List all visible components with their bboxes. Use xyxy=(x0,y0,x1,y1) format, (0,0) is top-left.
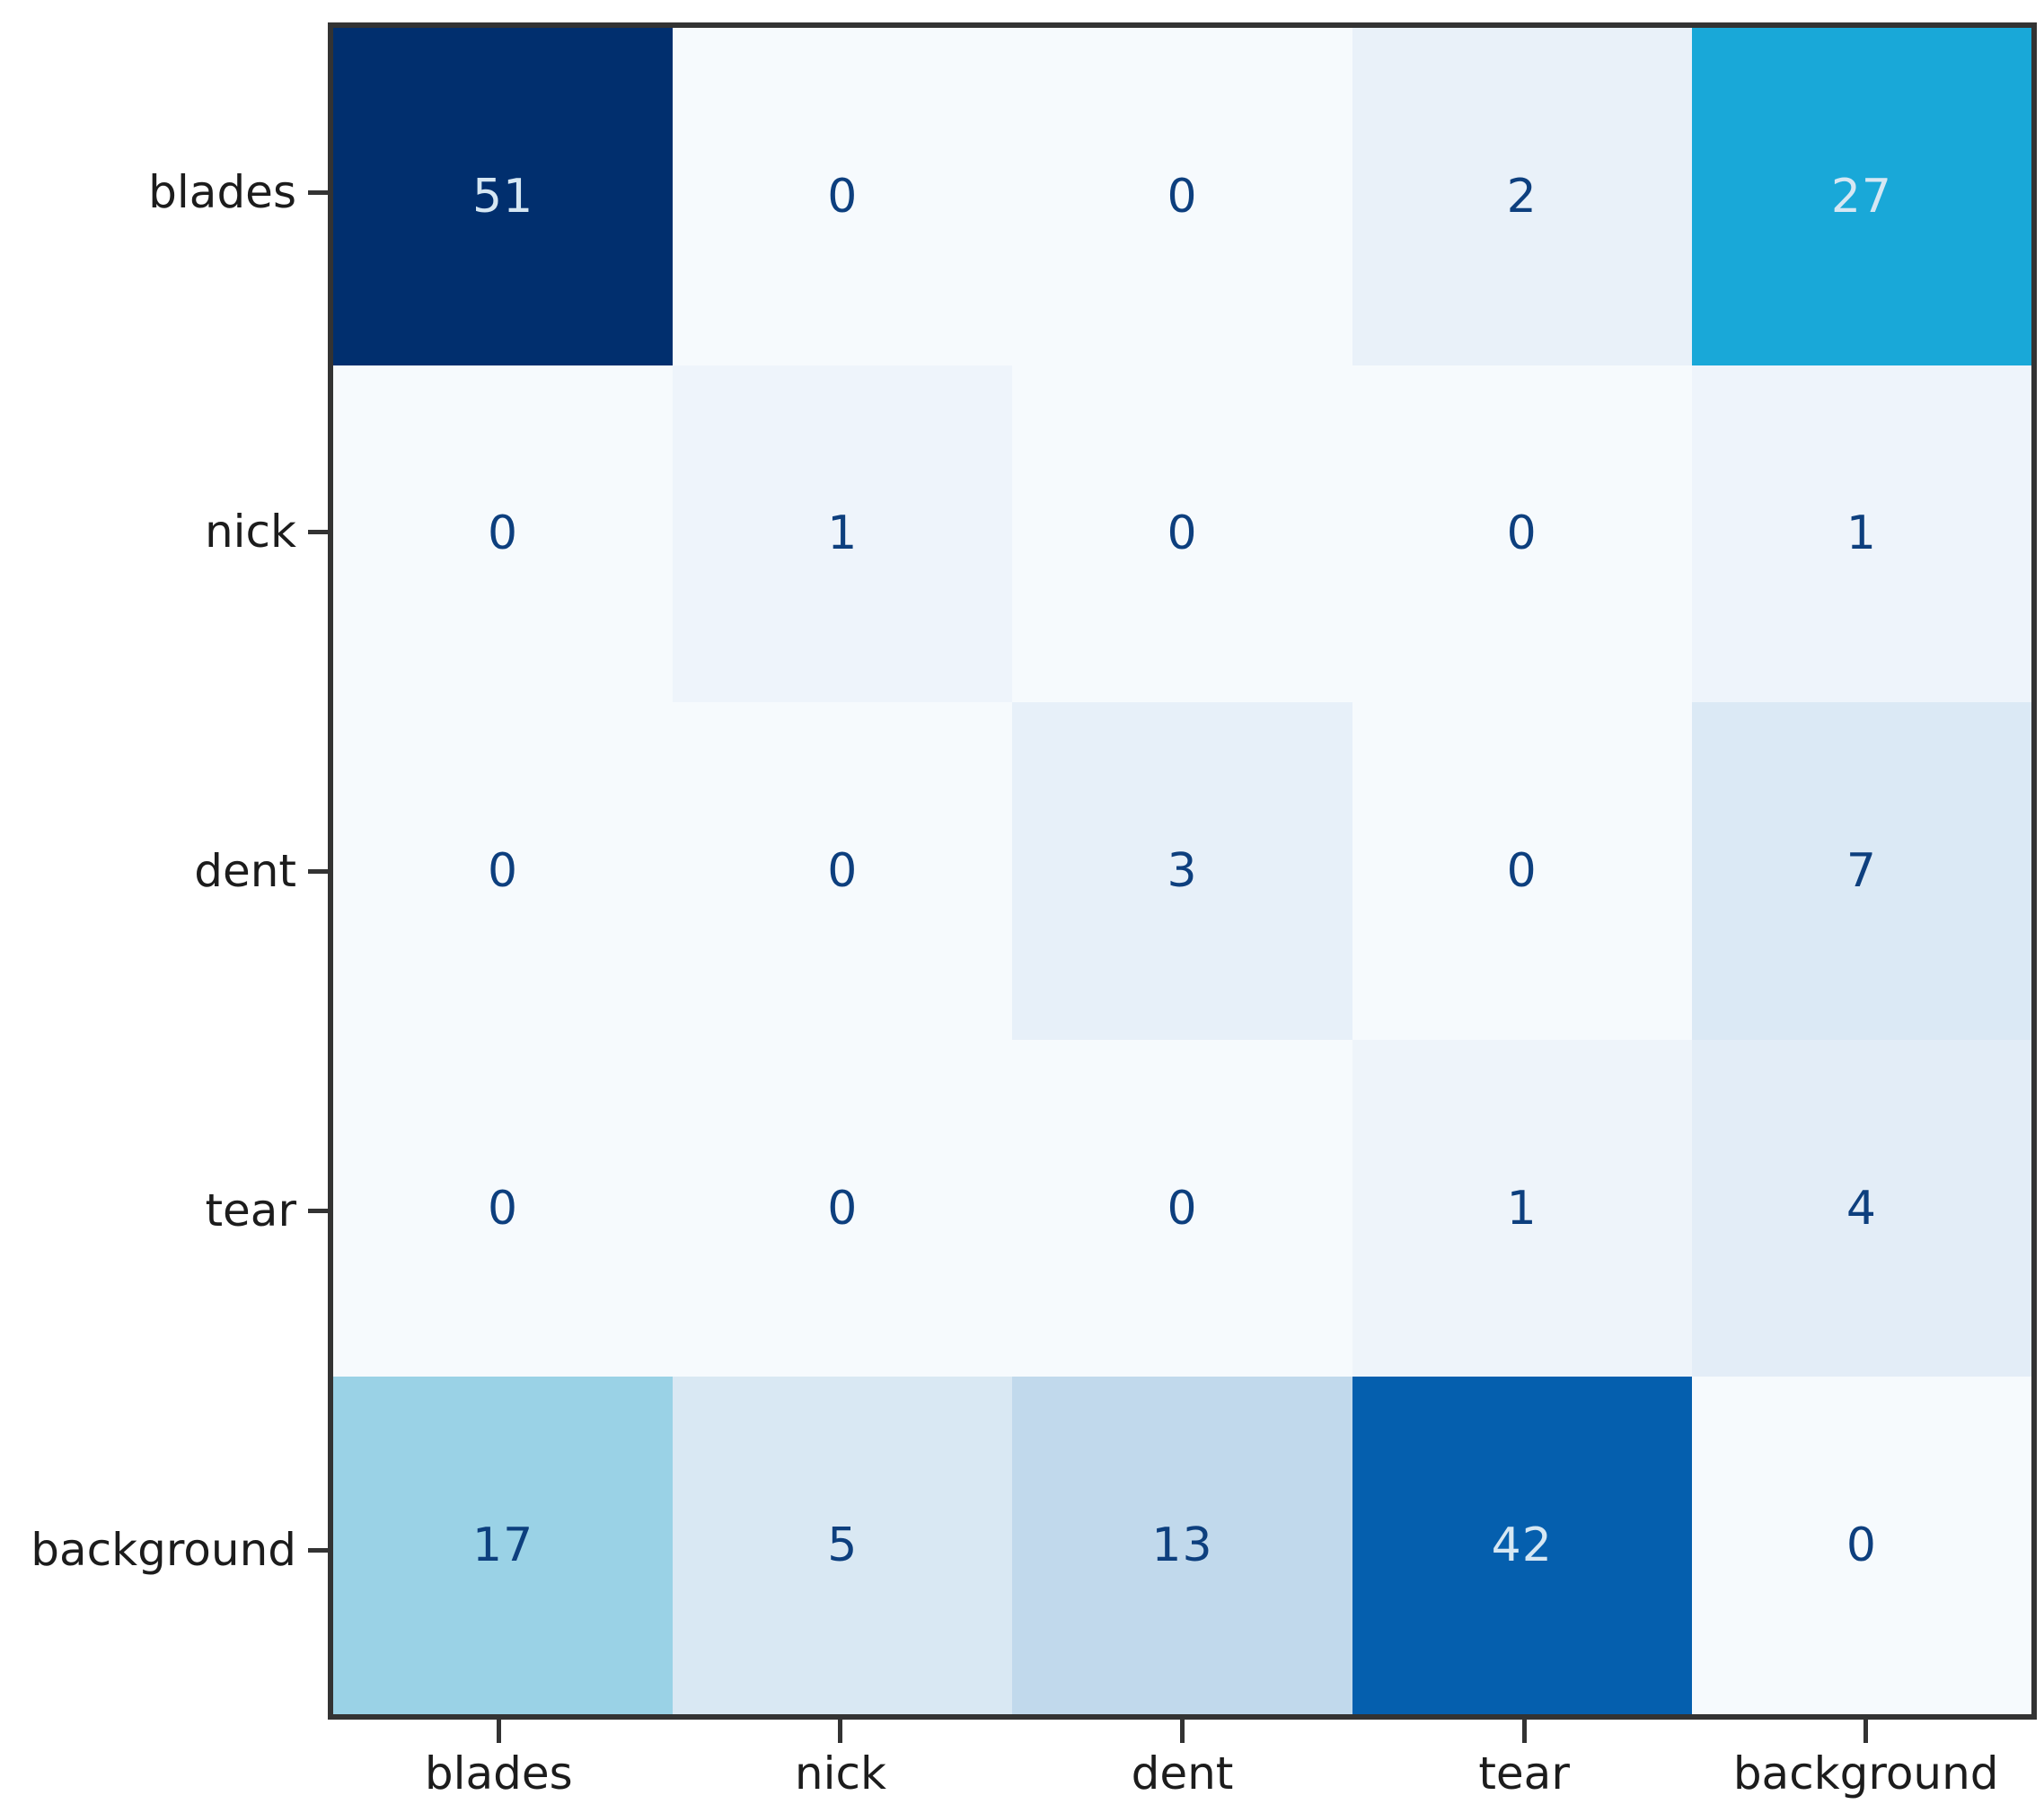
matrix-cell-blades-dent: 0 xyxy=(1012,28,1352,365)
y-tick-label-nick: nick xyxy=(204,506,296,558)
matrix-cell-background-background: 0 xyxy=(1691,1377,2031,1714)
y-tick-mark xyxy=(308,189,328,195)
matrix-cell-dent-dent: 3 xyxy=(1012,702,1352,1040)
y-tick-mark xyxy=(308,1208,328,1213)
y-tick-mark xyxy=(308,1547,328,1553)
matrix-cell-background-tear: 42 xyxy=(1352,1377,1692,1714)
x-tick-label-nick: nick xyxy=(794,1747,886,1800)
y-tick-mark xyxy=(308,868,328,874)
heatmap-plot-area: 51 0 0 2 27 0 1 0 0 1 0 0 3 0 7 0 0 0 1 4 17 5 13 42 0 xyxy=(328,22,2037,1720)
y-tick-mark xyxy=(308,529,328,534)
matrix-cell-background-dent: 13 xyxy=(1012,1377,1352,1714)
x-tick-mark xyxy=(1863,1720,1869,1743)
matrix-cell-dent-background: 7 xyxy=(1691,702,2031,1040)
x-tick-label-tear: tear xyxy=(1478,1747,1570,1800)
matrix-cell-tear-background: 4 xyxy=(1691,1039,2031,1377)
matrix-cell-dent-blades: 0 xyxy=(333,702,674,1040)
matrix-cell-nick-nick: 1 xyxy=(673,365,1013,703)
matrix-cell-background-blades: 17 xyxy=(333,1377,674,1714)
x-tick-mark xyxy=(496,1720,501,1743)
x-tick-label-background: background xyxy=(1732,1747,1999,1800)
y-tick-label-dent: dent xyxy=(194,845,296,897)
x-tick-mark xyxy=(838,1720,843,1743)
matrix-cell-dent-tear: 0 xyxy=(1352,702,1692,1040)
matrix-cell-tear-dent: 0 xyxy=(1012,1039,1352,1377)
x-tick-mark xyxy=(1180,1720,1185,1743)
matrix-cell-blades-nick: 0 xyxy=(673,28,1013,365)
y-tick-label-blades: blades xyxy=(148,166,296,218)
matrix-cell-background-nick: 5 xyxy=(673,1377,1013,1714)
matrix-cell-nick-tear: 0 xyxy=(1352,365,1692,703)
y-tick-label-tear: tear xyxy=(205,1184,296,1237)
matrix-cell-blades-blades: 51 xyxy=(333,28,674,365)
matrix-cell-nick-dent: 0 xyxy=(1012,365,1352,703)
x-tick-label-dent: dent xyxy=(1131,1747,1234,1800)
matrix-cell-tear-tear: 1 xyxy=(1352,1039,1692,1377)
matrix-cell-nick-background: 1 xyxy=(1691,365,2031,703)
matrix-cell-tear-nick: 0 xyxy=(673,1039,1013,1377)
matrix-cell-blades-tear: 2 xyxy=(1352,28,1692,365)
x-tick-label-blades: blades xyxy=(424,1747,573,1800)
y-tick-label-background: background xyxy=(31,1524,296,1576)
matrix-cell-nick-blades: 0 xyxy=(333,365,674,703)
x-tick-mark xyxy=(1521,1720,1527,1743)
matrix-cell-tear-blades: 0 xyxy=(333,1039,674,1377)
matrix-cell-blades-background: 27 xyxy=(1691,28,2031,365)
matrix-cell-dent-nick: 0 xyxy=(673,702,1013,1040)
